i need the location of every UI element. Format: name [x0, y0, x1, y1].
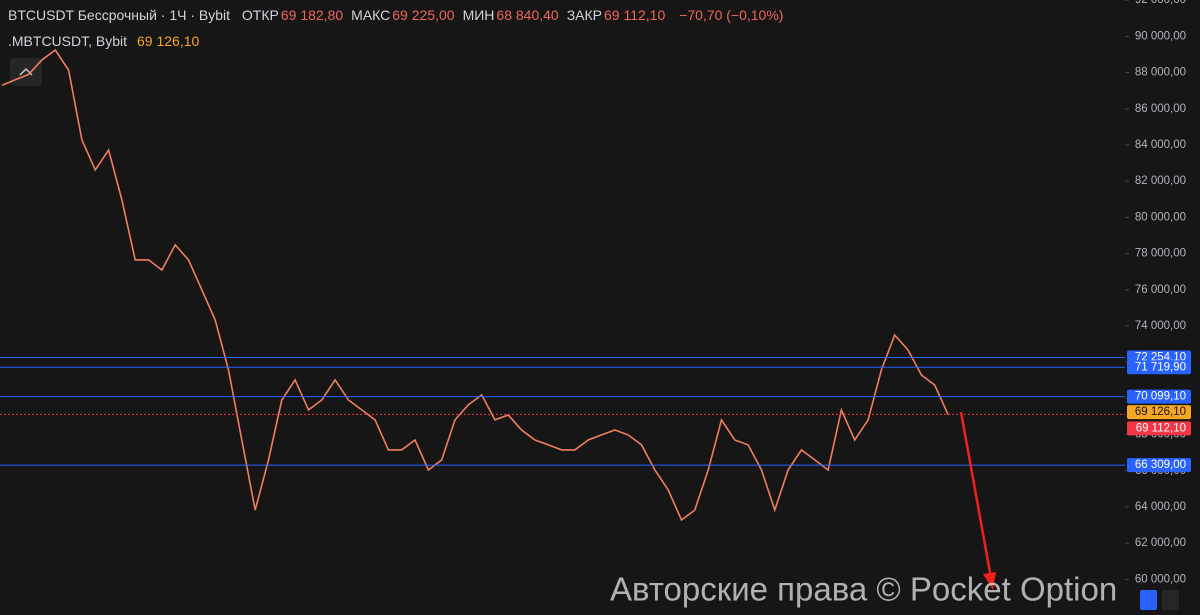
y-tick-label: 74 000,00	[1135, 320, 1186, 332]
level-badge	[1127, 421, 1191, 436]
ohlc-value: 68 840,40	[496, 7, 559, 23]
symbol: BTCUSDT Бессрочный · 1Ч · Bybit	[8, 7, 231, 23]
y-tick-label: 60 000,00	[1135, 573, 1186, 585]
level-label: 69 112,10	[1136, 422, 1186, 434]
ohlc-value: 69 182,80	[280, 7, 344, 23]
y-tick-label: 90 000,00	[1135, 30, 1186, 42]
level-badge	[1127, 360, 1191, 375]
y-tick-label: 92 000,00	[1135, 0, 1186, 6]
forecast-arrowhead	[983, 572, 996, 590]
level-label: 69 126,10	[1135, 406, 1186, 418]
price-line	[1, 48, 949, 522]
ohlc-label: МАКС	[351, 7, 391, 23]
y-tick-label: 80 000,00	[1135, 211, 1186, 223]
chart-header: BTCUSDT Бессрочный · 1Ч · Bybit ОТКР 69 1…	[8, 7, 785, 23]
level-label: 66 309,00	[1135, 459, 1186, 471]
collapse-button[interactable]	[10, 58, 42, 86]
log-scale-button[interactable]	[1162, 590, 1179, 610]
price-axis	[1125, 0, 1200, 615]
level-label: 70 099,10	[1135, 391, 1186, 403]
ohlc-label: ЗАКР	[566, 7, 602, 23]
ohlc-value: 69 112,10	[604, 7, 666, 23]
change: −70,70 (−0,10%)	[679, 7, 784, 23]
y-tick-label: 76 000,00	[1135, 284, 1186, 296]
y-tick-label: 88 000,00	[1135, 67, 1186, 79]
ohlc-label: ОТКР	[241, 7, 279, 23]
level-badge	[1127, 405, 1191, 420]
y-tick-label: 84 000,00	[1135, 139, 1186, 151]
level-label: 71 719,90	[1135, 361, 1186, 373]
index-header: .MBTCUSDT, Bybit 69 126,10	[8, 33, 201, 49]
level-badge	[1127, 458, 1191, 473]
level-badge	[1127, 389, 1191, 404]
y-tick-label: 62 000,00	[1135, 537, 1186, 549]
auto-scale-button[interactable]	[1140, 590, 1157, 610]
y-tick-label: 86 000,00	[1135, 103, 1186, 115]
watermark: Авторские права © Pocket Option	[610, 571, 1117, 608]
y-tick-label: 64 000,00	[1135, 501, 1186, 513]
index-name: .MBTCUSDT, Bybit	[8, 33, 128, 49]
ohlc-value: 69 225,00	[392, 7, 455, 23]
forecast-arrow	[959, 411, 993, 579]
index-value: 69 126,10	[137, 33, 200, 49]
y-tick-label: 82 000,00	[1135, 175, 1186, 187]
ohlc-label: МИН	[462, 7, 495, 23]
y-tick-label: 78 000,00	[1135, 248, 1186, 260]
